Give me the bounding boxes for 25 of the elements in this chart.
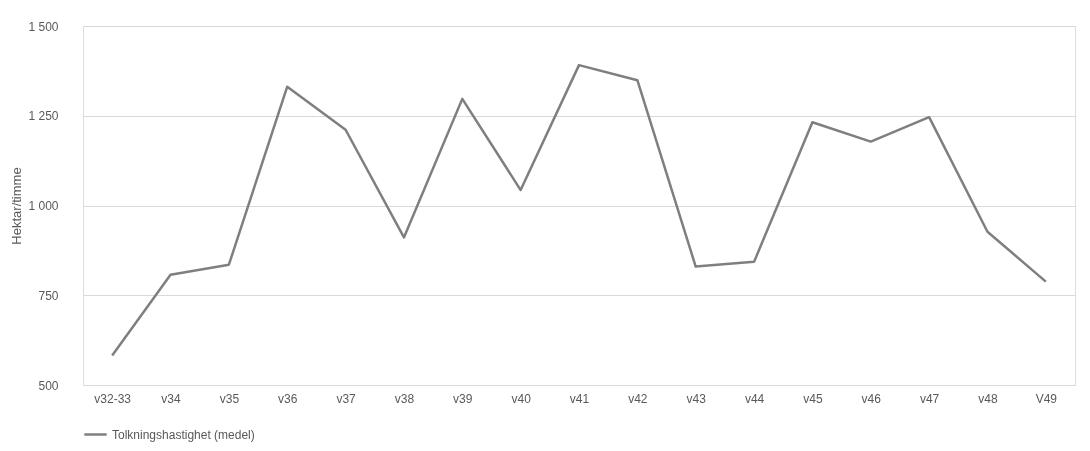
x-tick-label: v37 <box>336 391 357 406</box>
line-series <box>110 63 1048 357</box>
x-tick-label: v43 <box>686 391 707 406</box>
y-tick-label: 1 000 <box>28 199 59 213</box>
x-tick-label: v45 <box>803 391 823 406</box>
legend-label: Tolkningshastighet (medel) <box>112 427 255 442</box>
x-tick-label: v48 <box>978 391 998 406</box>
y-tick-label: 1 500 <box>28 19 59 34</box>
x-tick-label: v35 <box>219 391 240 406</box>
x-tick-label: v44 <box>744 391 765 406</box>
y-tick-label: 500 <box>38 378 59 393</box>
y-tick-label: 750 <box>38 288 59 303</box>
x-tick-label: v40 <box>511 391 532 406</box>
x-tick-label: v39 <box>453 391 473 406</box>
y-axis-title: Hektar/timme <box>9 167 25 245</box>
x-tick-label: v36 <box>278 391 298 406</box>
x-tick-label: V49 <box>1035 391 1058 406</box>
x-tick-label: v38 <box>394 391 415 406</box>
x-tick-label: v42 <box>628 391 648 406</box>
x-tick-label: v41 <box>569 391 590 406</box>
x-tick-label: v34 <box>161 391 182 406</box>
x-tick-label: v46 <box>861 391 882 406</box>
x-tick-label: v47 <box>919 391 940 406</box>
y-tick-label: 1 250 <box>28 109 59 124</box>
x-tick-label: v32-33 <box>94 391 132 406</box>
